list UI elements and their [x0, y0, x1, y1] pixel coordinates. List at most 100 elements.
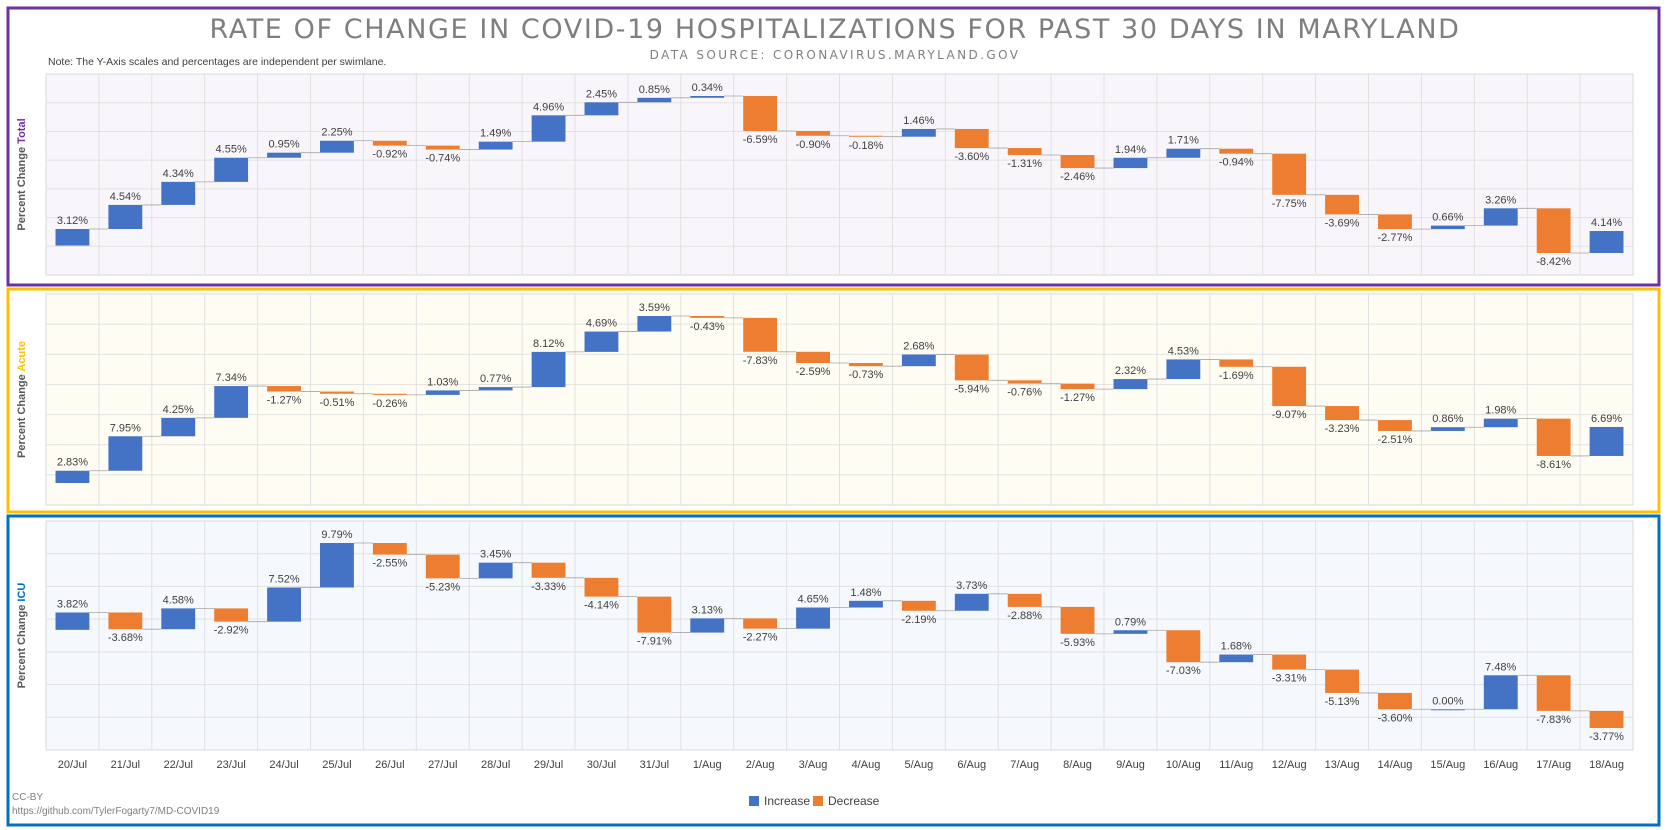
bar-increase [161, 181, 196, 205]
data-label: 1.94% [1115, 144, 1146, 156]
data-label: 4.53% [1168, 345, 1199, 357]
data-label: 3.45% [480, 549, 511, 561]
data-label: 0.95% [268, 139, 299, 151]
data-label: 7.95% [110, 422, 141, 434]
data-label: 4.69% [586, 318, 617, 330]
data-label: -0.43% [690, 321, 725, 333]
data-label: 2.83% [57, 457, 88, 469]
data-label: -8.61% [1536, 459, 1571, 471]
bar-increase [1589, 426, 1624, 456]
data-label: 7.52% [268, 573, 299, 585]
x-axis-tick-label: 9/Aug [1116, 759, 1145, 771]
data-label: 4.96% [533, 101, 564, 113]
data-label: -3.60% [1378, 712, 1413, 724]
legend-item-increase: Increase [749, 794, 810, 808]
bar-increase [690, 96, 725, 98]
bar-decrease [1325, 406, 1359, 421]
bar-increase [55, 229, 90, 246]
bar-increase [161, 417, 196, 437]
data-label: 1.46% [903, 115, 934, 127]
chart-subtitle: DATA SOURCE: CORONAVIRUS.MARYLAND.GOV [649, 48, 1021, 62]
x-axis-tick-label: 18/Aug [1589, 759, 1624, 771]
bar-decrease [1007, 148, 1042, 156]
data-label: 0.66% [1432, 212, 1463, 224]
data-label: -3.23% [1325, 423, 1360, 435]
y-axis-label-prefix: Percent Change [16, 602, 28, 689]
bar-decrease [796, 351, 830, 364]
x-axis-tick-label: 23/Jul [216, 759, 245, 771]
x-axis-tick-label: 13/Aug [1325, 759, 1360, 771]
x-axis-tick-label: 5/Aug [904, 759, 933, 771]
bar-increase [901, 354, 936, 367]
x-axis-tick-label: 10/Aug [1166, 759, 1201, 771]
bar-increase [1483, 675, 1518, 710]
bar-increase [320, 543, 354, 588]
license-credit: CC-BY [12, 792, 44, 803]
bar-decrease [849, 135, 883, 137]
x-axis-tick-label: 15/Aug [1430, 759, 1465, 771]
y-axis-label-lane-name: Total [16, 118, 28, 143]
bar-decrease [1272, 654, 1307, 670]
swimlane-border [6, 514, 1661, 827]
legend-label-decrease: Decrease [828, 794, 880, 808]
bar-increase [55, 470, 90, 483]
bar-decrease [531, 562, 566, 578]
bar-decrease [1536, 418, 1571, 456]
bar-decrease [1007, 380, 1042, 384]
data-label: 0.34% [692, 82, 723, 94]
bar-increase [478, 562, 513, 579]
data-label: -3.31% [1272, 673, 1307, 685]
data-label: -2.59% [796, 366, 831, 378]
bar-increase [55, 612, 90, 630]
bar-increase [584, 102, 619, 116]
bar-decrease [1325, 194, 1359, 215]
bar-decrease [1272, 153, 1307, 195]
data-label: -1.69% [1219, 370, 1254, 382]
data-label: -1.27% [1060, 392, 1095, 404]
bar-decrease [637, 596, 672, 633]
x-axis-tick-label: 26/Jul [375, 759, 404, 771]
data-label: -8.42% [1536, 256, 1571, 268]
bar-decrease [849, 363, 883, 367]
bar-decrease [901, 600, 936, 611]
data-label: 1.49% [480, 128, 511, 140]
bar-decrease [425, 145, 460, 150]
bar-increase [1430, 427, 1465, 431]
bar-decrease [1378, 420, 1412, 431]
source-url: https://github.com/TylerFogarty7/MD-COVI… [12, 806, 220, 817]
legend-item-decrease: Decrease [813, 794, 879, 808]
bar-decrease [1272, 366, 1307, 407]
bar-increase [1430, 225, 1465, 230]
data-label: -3.68% [108, 632, 143, 644]
bar-increase [849, 600, 883, 608]
swimlane-border [6, 6, 1661, 287]
y-axis-label-lane-name: Acute [16, 341, 28, 372]
data-label: -7.83% [743, 355, 778, 367]
data-label: -2.55% [372, 558, 407, 570]
data-label: 0.79% [1115, 616, 1146, 628]
data-label: 7.48% [1485, 661, 1516, 673]
bar-decrease [425, 554, 460, 579]
data-label: -3.69% [1325, 217, 1360, 229]
bar-decrease [1007, 593, 1042, 607]
data-label: -2.92% [214, 625, 249, 637]
data-label: 4.65% [797, 594, 828, 606]
x-axis-tick-label: 20/Jul [58, 759, 87, 771]
bar-increase [531, 351, 566, 388]
bar-increase [1483, 208, 1518, 226]
bar-decrease [320, 391, 354, 394]
bar-decrease [1589, 710, 1624, 728]
data-label: -0.73% [849, 369, 884, 381]
x-axis-tick-label: 27/Jul [428, 759, 457, 771]
data-label: 4.58% [163, 594, 194, 606]
bar-increase [214, 157, 249, 182]
bar-decrease [372, 140, 407, 146]
y-axis-label-prefix: Percent Change [16, 372, 28, 458]
bar-decrease [1378, 692, 1412, 710]
x-axis-tick-label: 29/Jul [534, 759, 563, 771]
data-label: 4.14% [1591, 217, 1622, 229]
data-label: 3.73% [956, 580, 987, 592]
bar-decrease [1378, 214, 1412, 230]
data-label: -1.31% [1007, 158, 1042, 170]
data-label: 3.59% [639, 302, 670, 314]
